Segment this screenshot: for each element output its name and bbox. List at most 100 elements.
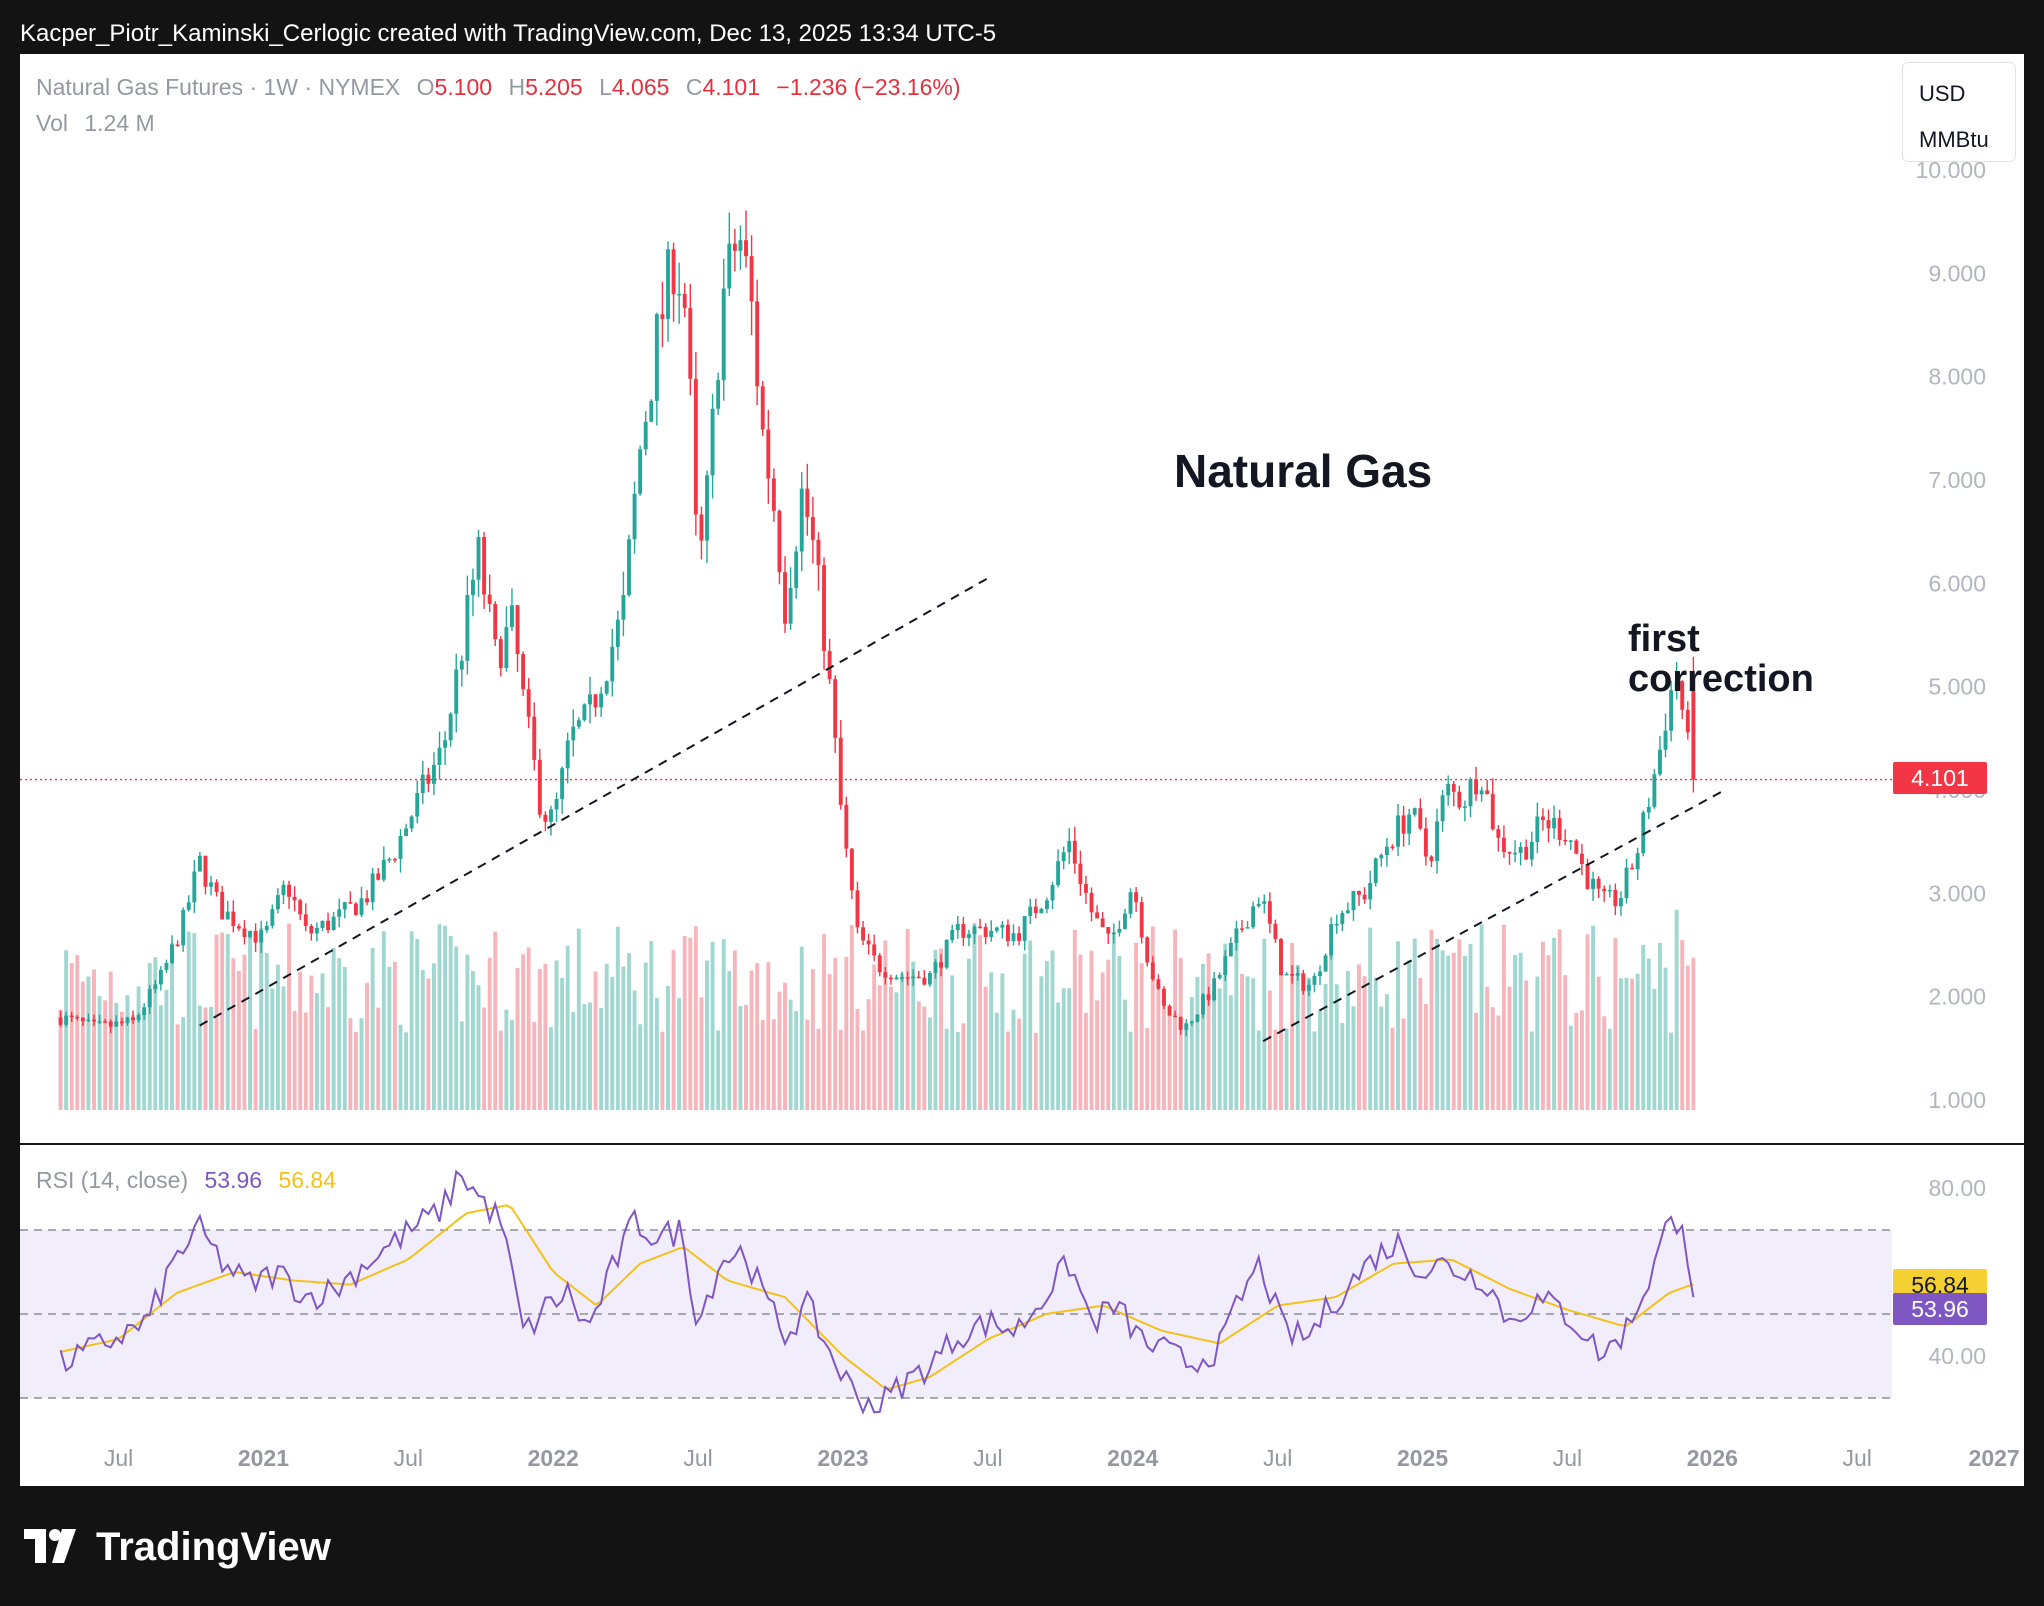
unit-label[interactable]: MMBtu [1919,127,1989,152]
candle-body [1513,852,1518,855]
volume-bar [1044,961,1049,1110]
volume-bar [966,958,971,1110]
candle-body [894,977,899,980]
candle-body [1462,806,1467,808]
candle-body [1039,908,1044,913]
volume-label[interactable]: Vol [36,110,68,136]
volume-bar [1134,942,1139,1110]
annotation-note[interactable]: first correction [1628,619,1814,699]
volume-bar [1652,988,1657,1110]
candle-body [1267,901,1272,924]
candle-body [900,977,905,979]
volume-bar [994,1012,999,1110]
volume-bar [738,1006,743,1110]
volume-bar [471,971,475,1110]
annotation-title[interactable]: Natural Gas [1174,445,1433,497]
volume-bar [1117,956,1122,1110]
volume-bar [443,925,448,1110]
volume-bar [259,928,264,1110]
candle-body [1652,774,1657,807]
candle-body [270,909,275,926]
volume-bar [1446,955,1451,1110]
close-value: 4.101 [702,74,760,100]
volume-bar [415,938,420,1110]
volume-bar [1563,975,1568,1110]
volume-bar [1028,940,1033,1110]
volume-bar [1017,1018,1022,1110]
x-tick-label: Jul [104,1445,133,1471]
volume-bar [576,928,581,1110]
candle-body [1669,690,1674,731]
volume-bar [225,933,230,1110]
candle-body [225,911,230,920]
volume-bar [136,986,141,1110]
candle-body [1624,867,1629,899]
volume-bar [1429,929,1434,1110]
volume-bar [1245,976,1250,1110]
volume-bar [510,1020,514,1110]
candle-body [532,716,537,760]
volume-bar [92,969,96,1110]
volume-bar [1468,943,1473,1110]
volume-bar [1591,925,1596,1110]
candle-body [510,605,514,628]
volume-bar [916,1001,921,1110]
volume-bar [1005,1031,1010,1110]
volume-bar [1529,1031,1534,1110]
price-tick-label: 1.000 [1928,1087,1986,1113]
price-tick-label: 8.000 [1928,364,1986,390]
volume-bar [1479,924,1484,1110]
tradingview-logo-icon [24,1529,76,1563]
volume-bar [588,1002,592,1110]
candle-body [136,1014,141,1021]
candle-body [744,240,748,257]
candle-body [1357,890,1361,895]
volume-bar [1301,975,1306,1110]
volume-bar [1123,999,1127,1110]
currency-label[interactable]: USD [1919,81,1966,106]
candle-body [426,774,431,784]
volume-bar [1351,1006,1356,1110]
volume-bar [1050,950,1055,1110]
volume-bar [353,1031,358,1110]
annotation-note-line2: correction [1628,658,1814,700]
tradingview-logo[interactable]: TradingView [24,1522,331,1572]
candle-body [209,882,213,887]
candle-body [1217,974,1222,979]
candle-body [131,1017,135,1021]
rsi-tag: 53.96 [1893,1293,1987,1326]
candle-body [1273,923,1278,940]
candle-body [119,1021,124,1024]
candle-body [989,930,994,937]
volume-bar [1613,937,1618,1110]
candle-body [381,859,386,880]
candle-body [1507,852,1512,854]
volume-bar [1674,909,1679,1110]
rsi-label[interactable]: RSI (14, close) [36,1167,189,1193]
volume-bar [749,970,754,1110]
volume-bar [1557,929,1562,1110]
candle-body [493,604,498,640]
chart-panel[interactable]: 1.0002.0003.0004.0005.0006.0007.0008.000… [20,54,2024,1486]
volume-bar [810,969,815,1110]
volume-bar [1552,937,1557,1110]
price-tick-label: 9.000 [1928,260,1986,286]
candle-body [97,1021,102,1023]
candle-body [1440,795,1445,822]
chart-canvas[interactable]: 1.0002.0003.0004.0005.0006.0007.0008.000… [20,54,2024,1486]
candle-body [197,855,202,872]
candle-body [287,884,292,897]
volume-bar [131,1014,135,1110]
volume-bar [1658,942,1662,1110]
symbol-name[interactable]: Natural Gas Futures · 1W · NYMEX [36,74,401,100]
volume-bar [270,988,275,1110]
volume-bar [1618,978,1623,1110]
unit-selector[interactable]: USD MMBtu [1902,62,2016,162]
volume-bar [1033,1032,1038,1110]
volume-bar [1624,978,1629,1110]
volume-bar [1607,1028,1612,1110]
candle-body [994,927,999,931]
volume-bar [275,964,280,1110]
candle-body [671,249,676,295]
candle-body [1423,828,1428,857]
